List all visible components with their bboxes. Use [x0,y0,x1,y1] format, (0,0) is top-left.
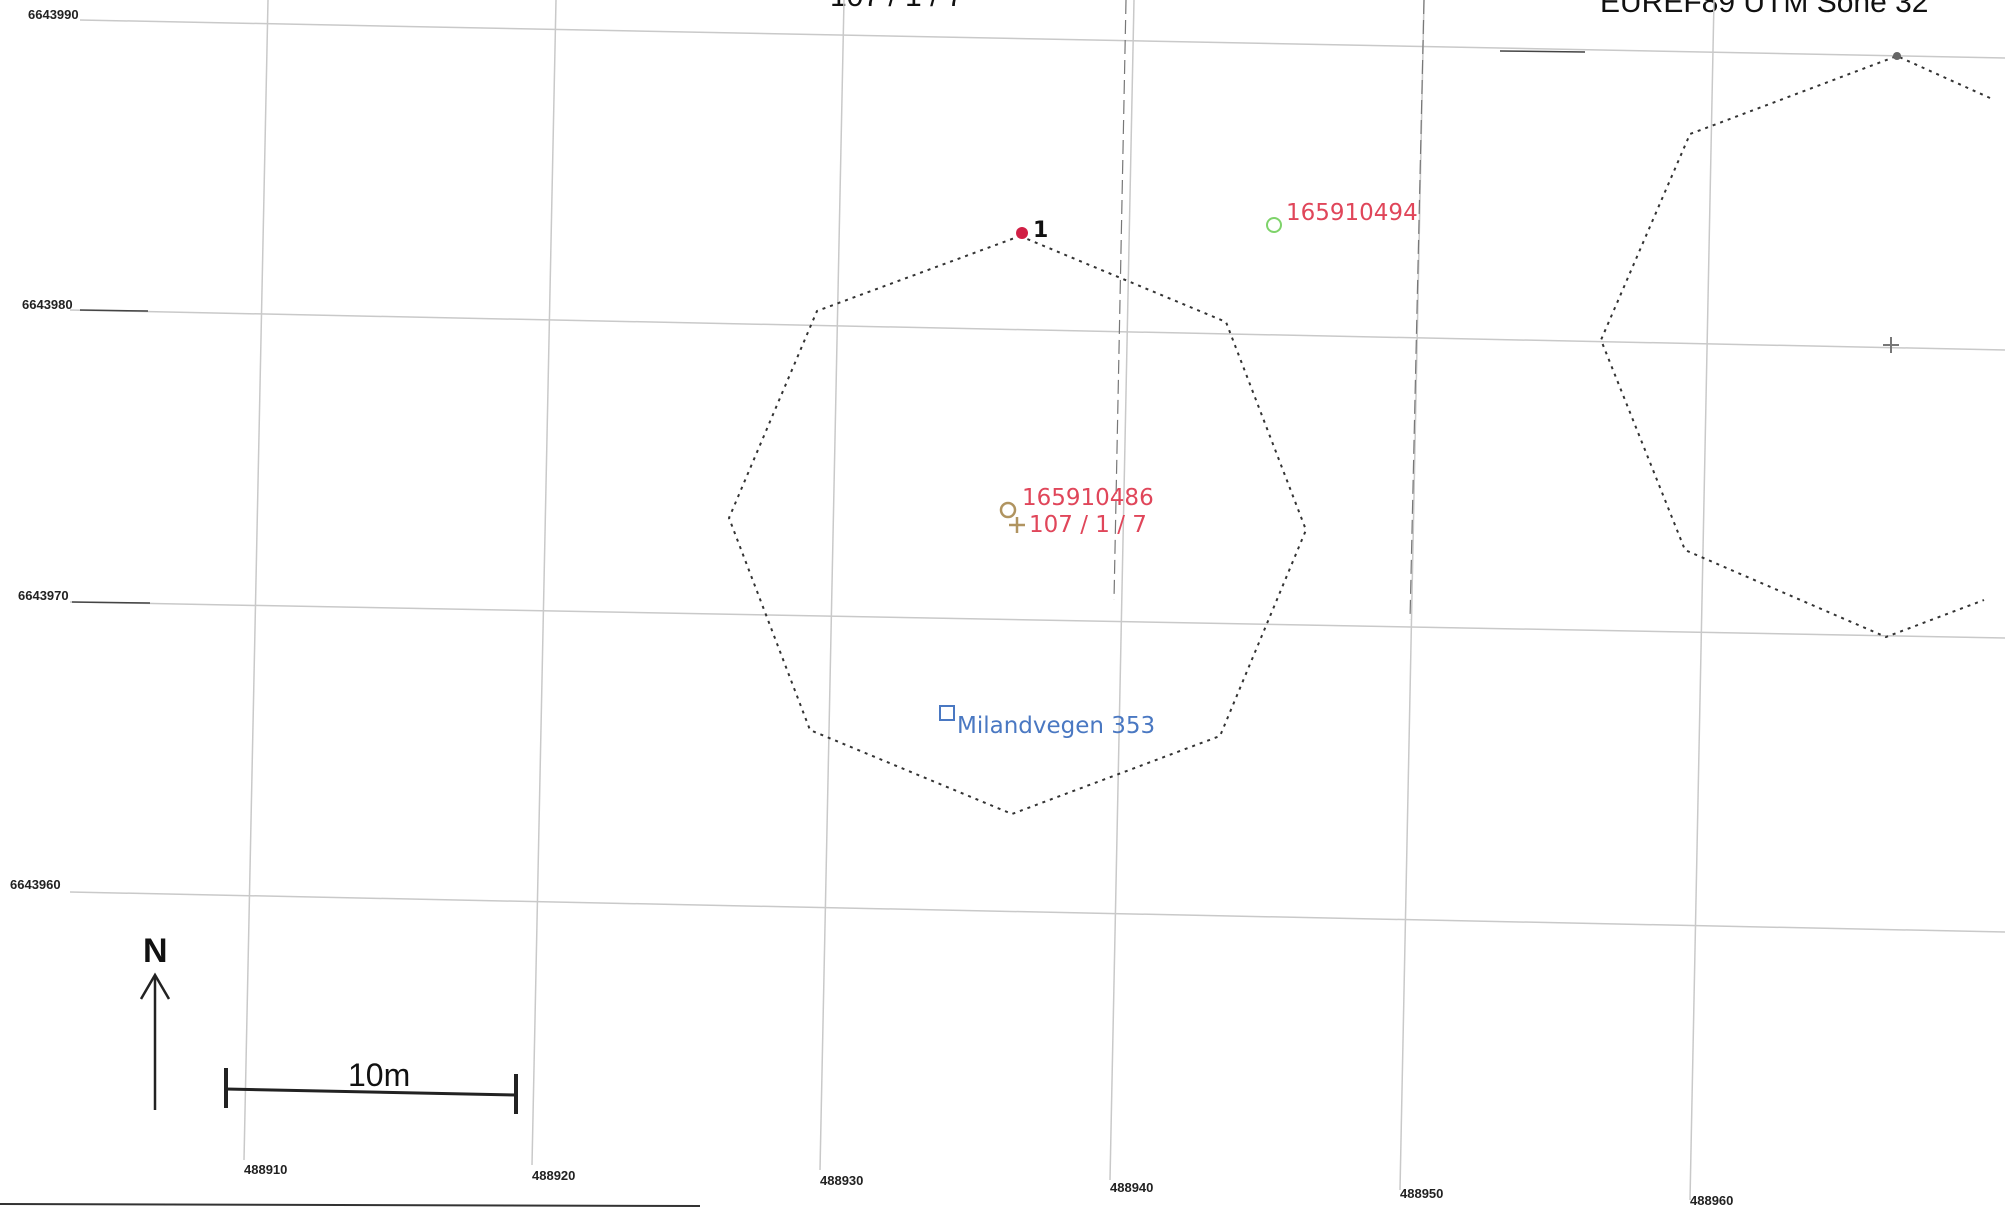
parcel-centroid-cross [1009,517,1025,533]
building-point-marker-165910486[interactable] [999,501,1017,519]
gridline-tick-6643980 [79,309,149,312]
gridline-488940-dark [1113,0,1127,601]
gridline-488910 [243,0,269,1161]
gridline-488950 [1399,0,1425,1191]
building-label-165910494: 165910494 [1286,200,1418,226]
northing-gridlines [69,19,2006,933]
neighbour-vertex [1893,52,1901,60]
north-label: N [143,932,168,970]
scale-bar-line [225,1087,517,1097]
neighbour-centroid-cross [1883,337,1899,353]
neighbour-parcel-boundary [1599,54,1991,639]
gridline-488930 [819,0,845,1171]
easting-label-488920: 488920 [532,1168,575,1183]
building-point-marker-165910494[interactable] [1266,217,1282,233]
easting-gridlines [243,0,1715,1201]
building-label-165910486: 165910486 [1022,485,1154,511]
parcel-label: 107 / 1 / 7 [1029,512,1147,538]
easting-label-488930: 488930 [820,1173,863,1188]
gridline-6643980 [69,309,2006,351]
parcel-boundary [727,234,1308,816]
header-left-fragment: 107 / 1 / 7 [830,0,963,13]
northing-label-6643960: 6643960 [10,877,61,892]
gridline-6643970 [69,601,2006,639]
header-right-fragment: EUREF89 UTM Sone 32 [1600,0,1928,19]
easting-label-488910: 488910 [244,1162,287,1177]
page-bottom-edge [0,1203,701,1207]
address-marker[interactable] [939,705,955,721]
easting-label-488940: 488940 [1110,1180,1153,1195]
north-arrow: N [139,932,171,1110]
scale-bar: 10m [224,1057,518,1114]
gridline-488940 [1109,0,1135,1181]
gridline-tick-top [1499,50,1586,53]
easting-label-488960: 488960 [1690,1193,1733,1207]
gridline-488920 [531,0,557,1166]
address-label: Milandvegen 353 [957,713,1155,739]
easting-label-488950: 488950 [1400,1186,1443,1201]
northing-label-6643990: 6643990 [28,7,79,22]
gridline-488960 [1689,0,1715,1201]
northing-label-6643980: 6643980 [22,297,73,312]
gridline-6643960 [69,891,2006,933]
gridline-tick-6643970 [71,601,151,604]
gridline-6643990 [79,19,2006,59]
gridline-488950-dark [1409,0,1425,621]
northing-label-6643970: 6643970 [18,588,69,603]
boundary-point-marker[interactable] [1016,227,1028,239]
scale-bar-label: 10m [348,1057,410,1093]
boundary-point-label: 1 [1033,218,1048,243]
north-arrow-head [139,972,171,1000]
